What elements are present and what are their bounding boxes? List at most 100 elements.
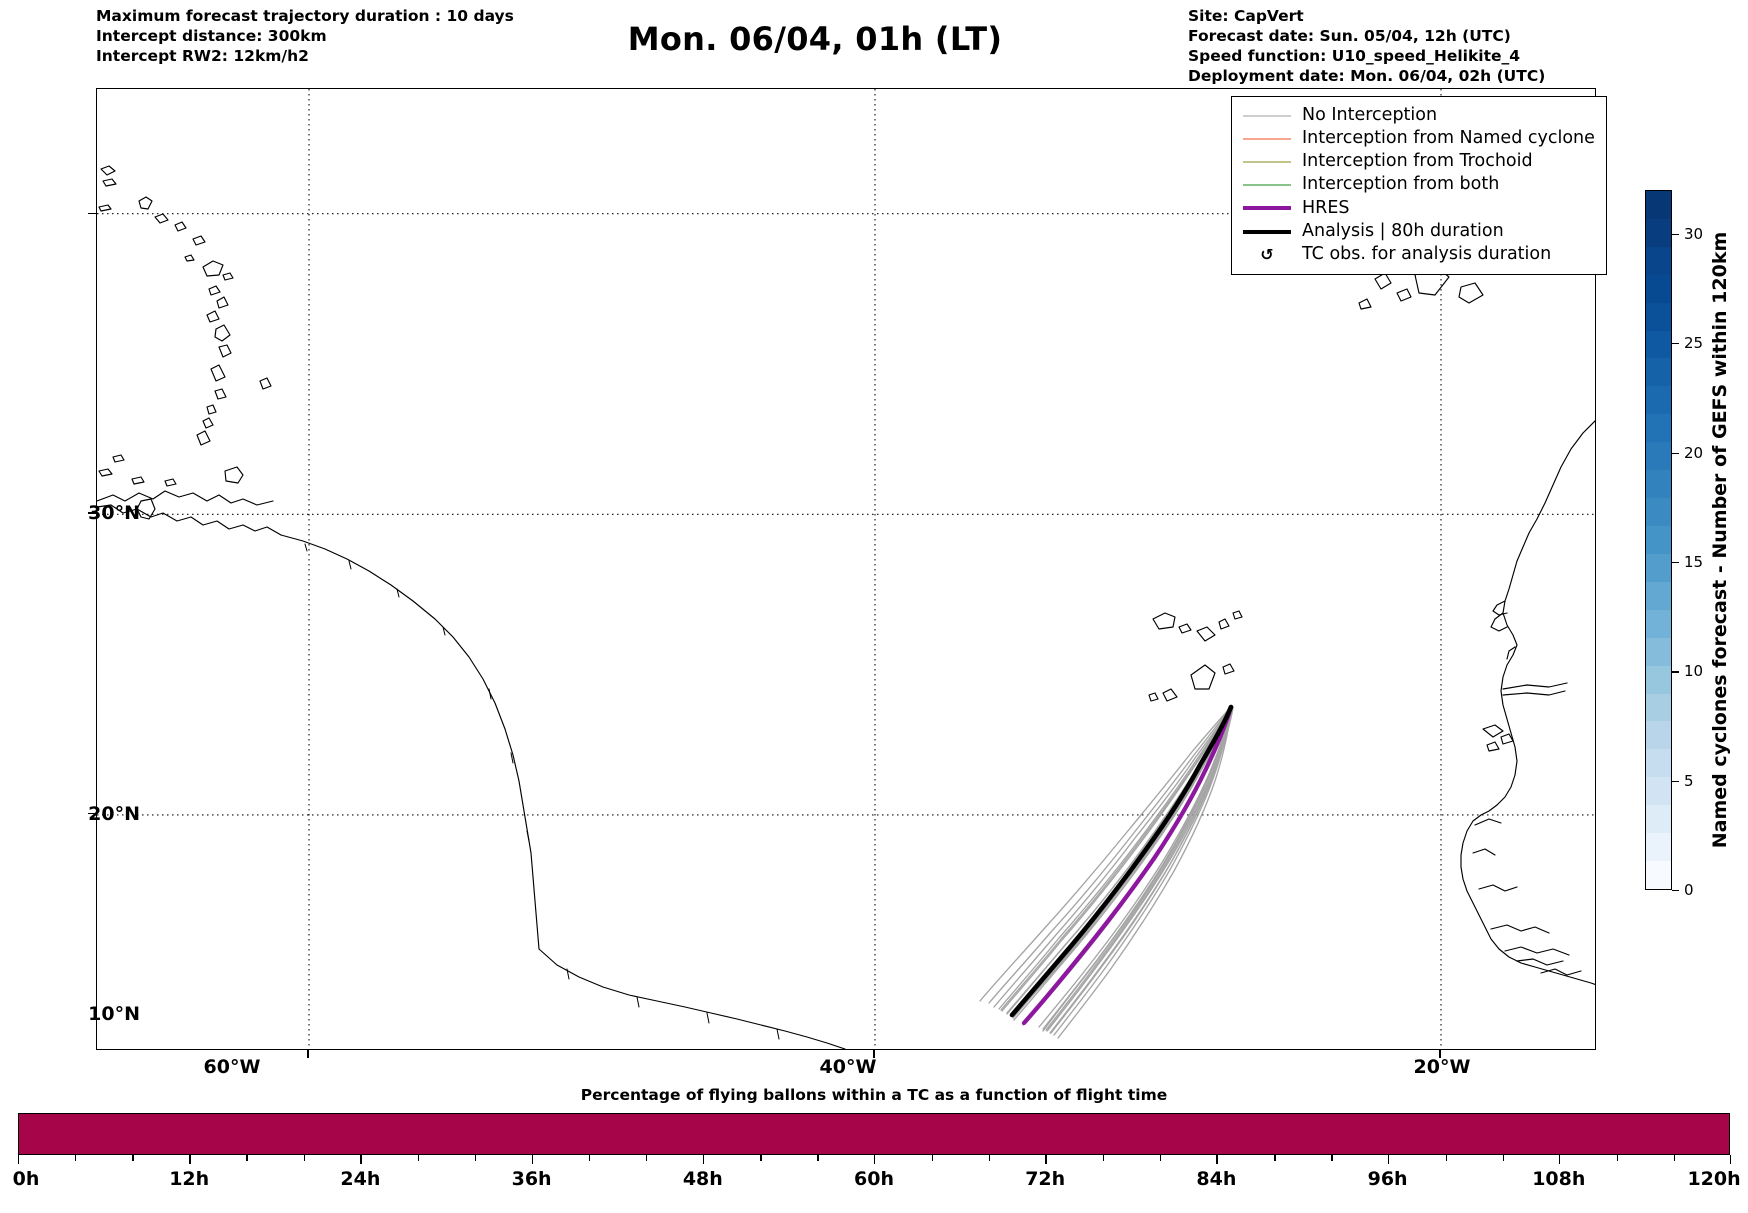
pct-major-tick <box>1045 1155 1047 1164</box>
cb-swatch <box>1646 861 1671 889</box>
page-title: Mon. 06/04, 01h (LT) <box>627 20 1003 58</box>
pct-minor-tick <box>817 1155 819 1161</box>
cb-swatch <box>1646 805 1671 834</box>
forecast-date-line: Forecast date: Sun. 05/04, 12h (UTC) <box>1188 27 1511 46</box>
pct-major-tick <box>702 1155 705 1164</box>
cb-swatch <box>1646 414 1671 443</box>
pct-minor-tick <box>303 1155 305 1161</box>
legend-item-analysis[interactable]: Analysis | 80h duration <box>1241 220 1595 243</box>
lat-label-20n: 20°N <box>88 802 140 825</box>
header-left-line-2: Intercept distance: 300km <box>96 27 327 46</box>
pct-minor-tick <box>474 1155 477 1161</box>
cb-swatch <box>1646 330 1671 359</box>
legend-label: Analysis | 80h duration <box>1302 220 1504 241</box>
cb-swatch <box>1646 833 1671 862</box>
pct-major-tick <box>189 1155 191 1164</box>
pct-minor-tick <box>589 1155 591 1161</box>
percentage-bar-axes[interactable] <box>18 1113 1730 1155</box>
cb-tick-label-10: 10 <box>1684 662 1704 681</box>
pct-minor-tick <box>988 1155 991 1161</box>
legend-label: TC obs. for analysis duration <box>1302 243 1552 264</box>
legend-item-no-interception[interactable]: No Interception <box>1241 104 1595 127</box>
cb-swatch <box>1646 693 1671 722</box>
lon-tick-20 <box>1439 1050 1441 1058</box>
cb-swatch <box>1646 218 1671 247</box>
lon-label-20w: 20°W <box>1413 1056 1471 1078</box>
pct-minor-tick <box>1616 1155 1619 1161</box>
deployment-date-line: Deployment date: Mon. 06/04, 02h (UTC) <box>1188 67 1546 86</box>
pct-label-60h: 60h <box>854 1168 894 1190</box>
pct-minor-tick <box>1102 1155 1105 1161</box>
legend-label: Interception from Trochoid <box>1302 151 1533 172</box>
cb-tick-label-15: 15 <box>1684 552 1704 571</box>
pct-minor-tick <box>1331 1155 1333 1161</box>
pct-major-tick <box>1730 1155 1732 1164</box>
cb-tick-mark <box>1672 452 1679 454</box>
pct-minor-tick <box>246 1155 248 1161</box>
percentage-bar-fill <box>19 1114 1729 1154</box>
lon-label-60w: 60°W <box>203 1056 261 1078</box>
cb-swatch <box>1646 442 1671 471</box>
cb-swatch <box>1646 581 1671 610</box>
pct-major-tick <box>1216 1155 1218 1164</box>
cb-swatch <box>1646 609 1671 638</box>
speed-function-line: Speed function: U10_speed_Helikite_4 <box>1188 47 1521 66</box>
lon-label-40w: 40°W <box>819 1056 877 1078</box>
cb-swatch <box>1646 637 1671 666</box>
cb-swatch <box>1646 498 1671 527</box>
legend-item-both[interactable]: Interception from both <box>1241 174 1595 197</box>
pct-minor-tick <box>1445 1155 1447 1161</box>
header-left-info: Maximum forecast trajectory duration : 1… <box>96 6 514 66</box>
colorbar-gradient[interactable] <box>1645 190 1672 890</box>
cb-swatch <box>1646 358 1671 387</box>
percentage-bar-title: Percentage of flying ballons within a TC… <box>580 1086 1168 1104</box>
pct-major-tick <box>874 1155 876 1164</box>
pct-minor-tick <box>132 1155 134 1161</box>
pct-major-tick <box>18 1155 20 1164</box>
map-legend: No Interception Interception from Named … <box>1231 96 1607 276</box>
cb-swatch <box>1646 721 1671 750</box>
cb-tick-mark <box>1672 233 1679 236</box>
cb-swatch <box>1646 386 1671 415</box>
cb-tick-label-30: 30 <box>1684 224 1704 243</box>
header-left-line-1: Maximum forecast trajectory duration : 1… <box>96 7 514 25</box>
map-canvas <box>97 89 1595 1049</box>
legend-label: Interception from both <box>1302 174 1500 195</box>
cb-tick-label-5: 5 <box>1684 771 1694 790</box>
pct-minor-tick <box>760 1155 762 1161</box>
pct-label-24h: 24h <box>340 1168 381 1190</box>
cb-swatch <box>1646 302 1671 331</box>
legend-item-trochoid[interactable]: Interception from Trochoid <box>1241 150 1595 173</box>
lon-tick-40 <box>873 1050 875 1058</box>
legend-item-tc-obs[interactable]: ↺ TC obs. for analysis duration <box>1241 243 1595 266</box>
cb-tick-label-20: 20 <box>1684 443 1704 462</box>
cb-swatch <box>1646 665 1671 694</box>
pct-label-108h: 108h <box>1532 1168 1586 1190</box>
legend-item-named-cyclone[interactable]: Interception from Named cyclone <box>1241 127 1595 150</box>
lat-label-30n: 30°N <box>88 502 140 524</box>
header-right-info: Site: CapVert Forecast date: Sun. 05/04,… <box>1188 6 1545 87</box>
cb-swatch <box>1646 246 1671 275</box>
cb-tick-label-0: 0 <box>1684 881 1694 899</box>
legend-item-hres[interactable]: HRES <box>1241 197 1595 220</box>
pct-minor-tick <box>75 1155 77 1161</box>
pct-minor-tick <box>417 1155 420 1161</box>
legend-label: Interception from Named cyclone <box>1302 128 1595 149</box>
pct-minor-tick <box>1160 1155 1162 1161</box>
coastlines <box>97 165 1595 1049</box>
analysis-trajectory <box>1009 704 1234 1018</box>
pct-major-tick <box>360 1155 362 1164</box>
pct-label-120h: 120h <box>1687 1168 1741 1190</box>
cb-tick-mark <box>1672 561 1679 564</box>
pct-label-36h: 36h <box>511 1168 552 1190</box>
pct-label-12h: 12h <box>169 1168 210 1190</box>
cb-swatch <box>1646 749 1671 778</box>
pct-minor-tick <box>1502 1155 1504 1161</box>
site-line: Site: CapVert <box>1188 7 1304 25</box>
pct-minor-tick <box>1673 1155 1676 1161</box>
legend-line-swatch <box>1241 108 1293 124</box>
hres-trajectory <box>1021 704 1234 1026</box>
pct-label-48h: 48h <box>682 1168 723 1190</box>
cb-swatch <box>1646 190 1671 219</box>
pct-label-84h: 84h <box>1196 1168 1237 1190</box>
